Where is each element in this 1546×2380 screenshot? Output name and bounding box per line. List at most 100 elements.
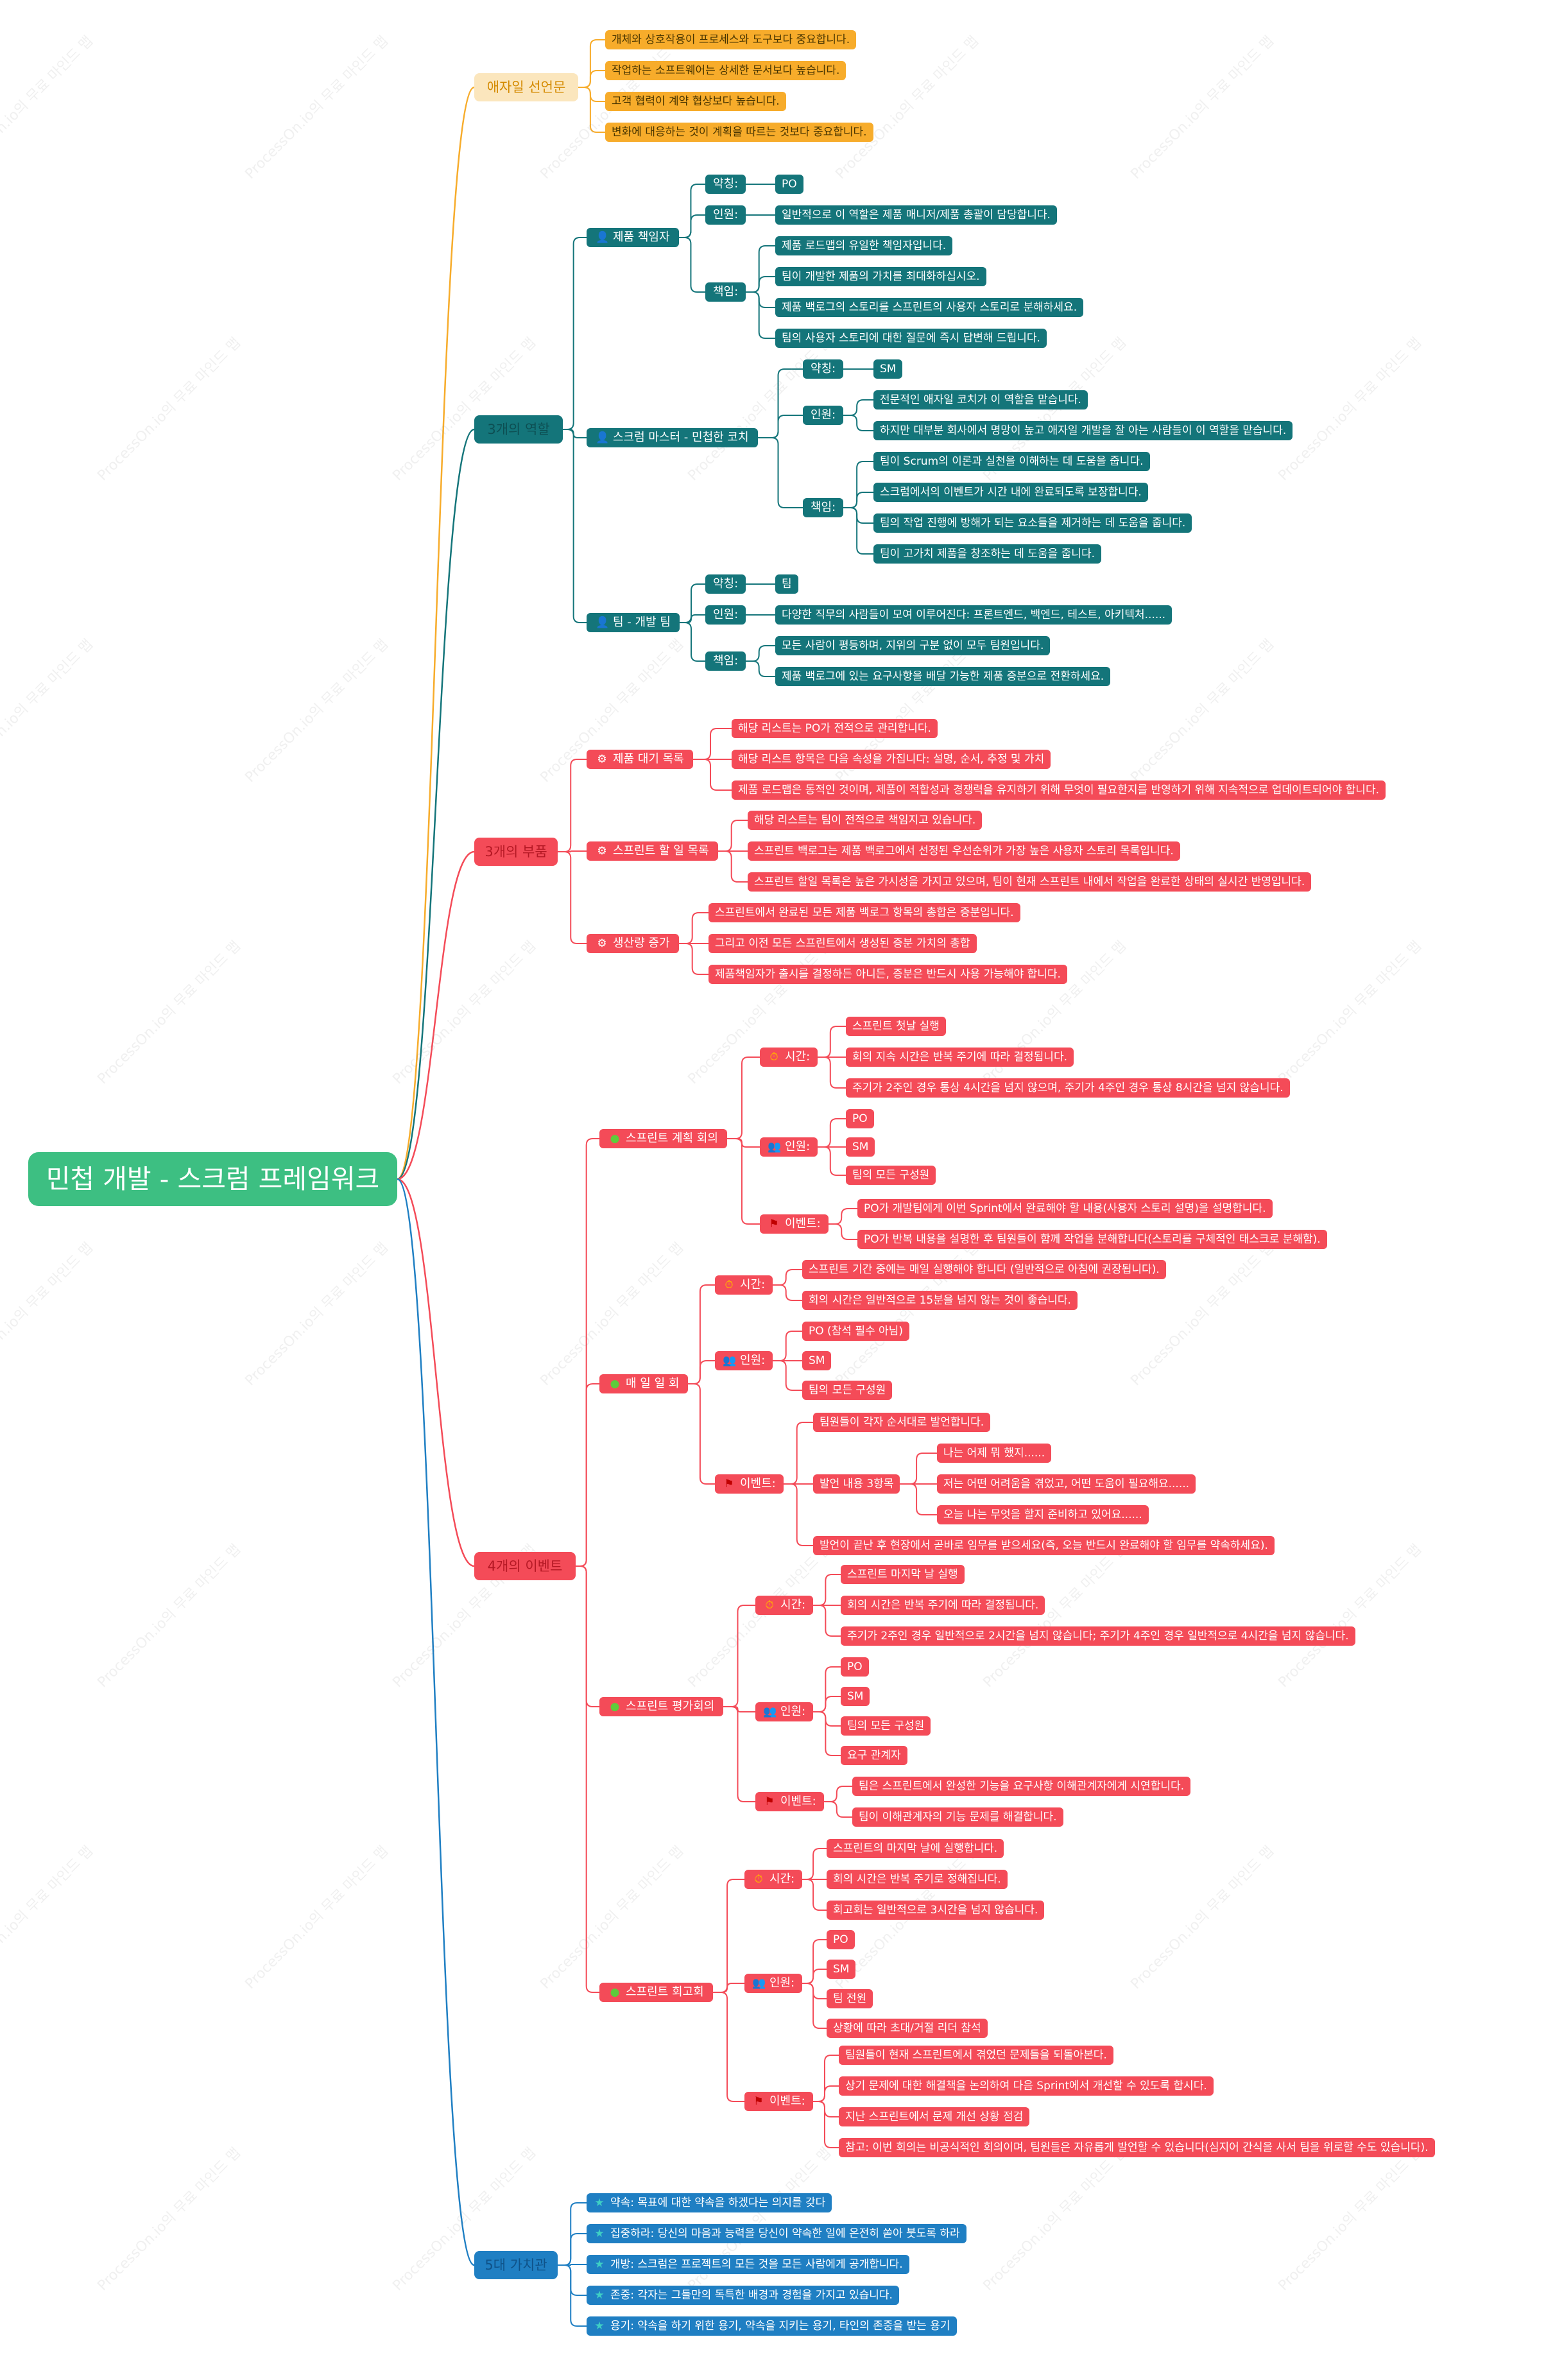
agile-item[interactable]: 고객 협력이 계약 협상보다 높습니다. bbox=[605, 92, 786, 111]
root-topic[interactable]: 민첩 개발 - 스크럼 프레임워크 bbox=[28, 1152, 397, 1206]
retro-people-item[interactable]: 상황에 따라 초대/거절 리더 참석 bbox=[827, 2019, 988, 2038]
retro-event-item[interactable]: 팀원들이 현재 스프린트에서 겪었던 문제들을 되돌아본다. bbox=[839, 2046, 1113, 2065]
artifact-item[interactable]: 스프린트 할일 목록은 높은 가시성을 가지고 있으며, 팀이 현재 스프린트 … bbox=[748, 872, 1312, 892]
po-duty[interactable]: 제품 로드맵의 유일한 책임자입니다. bbox=[775, 236, 953, 255]
review-people-item[interactable]: SM bbox=[841, 1687, 870, 1706]
retro-time-item[interactable]: 스프린트의 마지막 날에 실행합니다. bbox=[827, 1839, 1004, 1858]
star-icon: ★ bbox=[594, 2196, 605, 2209]
planning-event-item[interactable]: PO가 반복 내용을 설명한 후 팀원들이 함께 작업을 분해합니다(스토리를 … bbox=[857, 1230, 1327, 1249]
artifact-item[interactable]: 제품책임자가 출시를 결정하든 아니든, 증분은 반드시 사용 가능해야 합니다… bbox=[709, 965, 1067, 984]
artifact-item[interactable]: 해당 리스트는 PO가 전적으로 관리합니다. bbox=[732, 719, 938, 738]
daily-speech-item[interactable]: 오늘 나는 무엇을 할지 준비하고 있어요...... bbox=[937, 1505, 1149, 1524]
watermark-text: ProcessOn.io의 무료 마인드 맵 bbox=[94, 334, 245, 485]
team-duty[interactable]: 모든 사람이 평등하며, 지위의 구분 없이 모두 팀원입니다. bbox=[775, 636, 1051, 655]
value-item[interactable]: ★ 용기: 약속을 하기 위한 용기, 약속을 지키는 용기, 타인의 존중을 받… bbox=[587, 2316, 957, 2336]
roles-topic[interactable]: 3개의 역할 bbox=[474, 415, 563, 444]
artifact-item[interactable]: 제품 로드맵은 동적인 것이며, 제품이 적합성과 경쟁력을 유지하기 위해 무… bbox=[732, 780, 1386, 800]
retro-time-item[interactable]: 회의 시간은 반복 주기로 정해집니다. bbox=[827, 1870, 1008, 1889]
planning-time-item[interactable]: 스프린트 첫날 실행 bbox=[846, 1017, 946, 1036]
daily-speech-label[interactable]: 발언 내용 3항목 bbox=[813, 1474, 900, 1494]
retro-event-item[interactable]: 상기 문제에 대한 해결책을 논의하여 다음 Sprint에서 개선할 수 있도… bbox=[839, 2076, 1214, 2096]
po-abbr[interactable]: PO bbox=[775, 175, 803, 194]
planning-people-item[interactable]: PO bbox=[846, 1109, 874, 1128]
daily-speech-item[interactable]: 저는 어떤 어려움을 겪었고, 어떤 도움이 필요해요...... bbox=[937, 1474, 1196, 1494]
agile-item[interactable]: 작업하는 소프트웨어는 상세한 문서보다 높습니다. bbox=[605, 61, 846, 80]
connector-line bbox=[693, 728, 732, 760]
agile-item[interactable]: 변화에 대응하는 것이 계획을 따르는 것보다 중요합니다. bbox=[605, 123, 873, 142]
connector-line bbox=[578, 87, 605, 102]
retro-event-item[interactable]: 참고: 이번 회의는 비공식적인 회의이며, 팀원들은 자유롭게 발언할 수 있… bbox=[839, 2138, 1435, 2157]
label-text: 시간: bbox=[769, 1872, 795, 1886]
artifact-item[interactable]: 해당 리스트 항목은 다음 속성을 가집니다: 설명, 순서, 추정 및 가치 bbox=[732, 750, 1051, 769]
sm-duty[interactable]: 팀이 고가치 제품을 창조하는 데 도움을 줍니다. bbox=[873, 544, 1101, 564]
planning-time-item[interactable]: 회의 지속 시간은 반복 주기에 따라 결정됩니다. bbox=[846, 1048, 1074, 1067]
role-title: 스크럼 마스터 - 민첩한 코치 bbox=[613, 431, 749, 444]
daily-time-item[interactable]: 스프린트 기간 중에는 매일 실행해야 합니다 (일반적으로 아침에 권장됩니다… bbox=[802, 1260, 1166, 1279]
daily-event-item[interactable]: 팀원들이 각자 순서대로 발언합니다. bbox=[813, 1413, 991, 1432]
artifact-item[interactable]: 해당 리스트는 팀이 전적으로 책임지고 있습니다. bbox=[748, 811, 983, 830]
team-abbr[interactable]: 팀 bbox=[775, 574, 798, 594]
event-sprint-review[interactable]: ● 스프린트 평가회의 bbox=[599, 1697, 724, 1716]
sm-staff[interactable]: 하지만 대부분 회사에서 명망이 높고 애자일 개발을 잘 아는 사람들이 이 … bbox=[873, 421, 1293, 440]
po-staff[interactable]: 일반적으로 이 역할은 제품 매니저/제품 총괄이 담당합니다. bbox=[775, 205, 1057, 225]
artifact-increment[interactable]: ⚙ 생산량 증가 bbox=[587, 934, 679, 953]
artifact-item[interactable]: 그리고 이전 모든 스프린트에서 생성된 증분 가치의 총합 bbox=[709, 934, 977, 953]
sm-duty[interactable]: 스크럼에서의 이벤트가 시간 내에 완료되도록 보장합니다. bbox=[873, 483, 1148, 502]
agile-manifesto-topic[interactable]: 애자일 선언문 bbox=[474, 73, 578, 101]
event-sprint-planning[interactable]: ● 스프린트 계획 회의 bbox=[599, 1129, 727, 1148]
events-topic[interactable]: 4개의 이벤트 bbox=[474, 1552, 576, 1580]
review-time-item[interactable]: 회의 시간은 반복 주기에 따라 결정됩니다. bbox=[841, 1596, 1045, 1615]
review-time-item[interactable]: 주기가 2주인 경우 일반적으로 2시간을 넘지 않습니다; 주기가 4주인 경… bbox=[841, 1626, 1355, 1646]
role-dev-team[interactable]: 👤 팀 - 개발 팀 bbox=[587, 613, 680, 632]
review-people-item[interactable]: 팀의 모든 구성원 bbox=[841, 1716, 931, 1736]
daily-people-item[interactable]: 팀의 모든 구성원 bbox=[802, 1381, 893, 1400]
review-people-item[interactable]: 요구 관계자 bbox=[841, 1746, 907, 1765]
review-time-item[interactable]: 스프린트 마지막 날 실행 bbox=[841, 1565, 965, 1584]
po-duty[interactable]: 팀의 사용자 스토리에 대한 질문에 즉시 답변해 드립니다. bbox=[775, 329, 1047, 348]
value-item[interactable]: ★ 개방: 스크럼은 프로젝트의 모든 것을 모든 사람에게 공개합니다. bbox=[587, 2255, 909, 2274]
artifact-product-backlog[interactable]: ⚙ 제품 대기 목록 bbox=[587, 750, 693, 769]
role-product-owner[interactable]: 👤 제품 책임자 bbox=[587, 228, 679, 247]
planning-event-item[interactable]: PO가 개발팀에게 이번 Sprint에서 완료해야 할 내용(사용자 스토리 … bbox=[857, 1199, 1273, 1218]
value-text: 용기: 약속을 하기 위한 용기, 약속을 지키는 용기, 타인의 존중을 받는… bbox=[610, 2319, 950, 2333]
po-duty[interactable]: 제품 백로그의 스토리를 스프린트의 사용자 스토리로 분해하세요. bbox=[775, 298, 1084, 317]
value-item[interactable]: ★ 약속: 목표에 대한 약속을 하겠다는 의지를 갖다 bbox=[587, 2193, 832, 2212]
role-scrum-master[interactable]: 👤 스크럼 마스터 - 민첩한 코치 bbox=[587, 428, 758, 447]
planning-people-item[interactable]: SM bbox=[846, 1137, 875, 1157]
team-duty[interactable]: 제품 백로그에 있는 요구사항을 배달 가능한 제품 증분으로 전환하세요. bbox=[775, 667, 1111, 686]
planning-people-item[interactable]: 팀의 모든 구성원 bbox=[846, 1166, 936, 1185]
review-event-item[interactable]: 팀이 이해관계자의 기능 문제를 해결합니다. bbox=[852, 1807, 1063, 1827]
sm-staff[interactable]: 전문적인 애자일 코치가 이 역할을 맡습니다. bbox=[873, 390, 1088, 410]
agile-item[interactable]: 개체와 상호작용이 프로세스와 도구보다 중요합니다. bbox=[605, 30, 857, 49]
values-topic[interactable]: 5대 가치관 bbox=[474, 2251, 558, 2279]
retro-people-item[interactable]: SM bbox=[827, 1960, 856, 1979]
team-staff[interactable]: 다양한 직무의 사람들이 모여 이루어진다: 프론트엔드, 백엔드, 테스트, … bbox=[775, 605, 1172, 625]
daily-speech-item[interactable]: 나는 어제 뭐 했지...... bbox=[937, 1444, 1052, 1463]
connector-line bbox=[680, 622, 705, 662]
artifacts-topic[interactable]: 3개의 부품 bbox=[474, 838, 558, 866]
review-event-item[interactable]: 팀은 스프린트에서 완성한 기능을 요구사항 이해관계자에게 시연합니다. bbox=[852, 1777, 1191, 1796]
watermark-text: ProcessOn.io의 무료 마인드 맵 bbox=[242, 1843, 392, 1993]
po-duty[interactable]: 팀이 개발한 제품의 가치를 최대화하십시오. bbox=[775, 267, 986, 286]
retro-time-item[interactable]: 회고회는 일반적으로 3시간을 넘지 않습니다. bbox=[827, 1901, 1045, 1920]
artifact-item[interactable]: 스프린트 백로그는 제품 백로그에서 선정된 우선순위가 가장 높은 사용자 스… bbox=[748, 841, 1180, 861]
daily-time-item[interactable]: 회의 시간은 일반적으로 15분을 넘지 않는 것이 좋습니다. bbox=[802, 1291, 1078, 1310]
sm-duty[interactable]: 팀이 Scrum의 이론과 실천을 이해하는 데 도움을 줍니다. bbox=[873, 452, 1150, 471]
sm-abbr[interactable]: SM bbox=[873, 359, 903, 379]
daily-people-item[interactable]: PO (참석 필수 아님) bbox=[802, 1322, 909, 1341]
planning-time-item[interactable]: 주기가 2주인 경우 통상 4시간을 넘지 않으며, 주기가 4주인 경우 통상… bbox=[846, 1078, 1290, 1098]
daily-event-item[interactable]: 발언이 끝난 후 현장에서 곧바로 임무를 받으세요(즉, 오늘 반드시 완료해… bbox=[813, 1536, 1275, 1555]
event-sprint-retro[interactable]: ● 스프린트 회고회 bbox=[599, 1983, 713, 2002]
event-daily-scrum[interactable]: ● 매 일 일 회 bbox=[599, 1374, 689, 1393]
review-people-item[interactable]: PO bbox=[841, 1657, 869, 1677]
retro-event-item[interactable]: 지난 스프린트에서 문제 개선 상황 점검 bbox=[839, 2107, 1030, 2126]
artifact-sprint-backlog[interactable]: ⚙ 스프린트 할 일 목록 bbox=[587, 841, 718, 861]
connector-line bbox=[784, 1422, 813, 1485]
daily-people-item[interactable]: SM bbox=[802, 1351, 832, 1370]
retro-people-item[interactable]: PO bbox=[827, 1930, 855, 1949]
value-item[interactable]: ★ 존중: 각자는 그들만의 독특한 배경과 경험을 가지고 있습니다. bbox=[587, 2286, 899, 2305]
value-item[interactable]: ★ 집중하라: 당신의 마음과 능력을 당신이 약속한 일에 온전히 쏟아 붓도록… bbox=[587, 2224, 966, 2243]
sm-duty[interactable]: 팀의 작업 진행에 방해가 되는 요소들을 제거하는 데 도움을 줍니다. bbox=[873, 513, 1192, 533]
artifact-item[interactable]: 스프린트에서 완료된 모든 제품 백로그 항목의 총합은 증분입니다. bbox=[709, 903, 1020, 922]
retro-people-item[interactable]: 팀 전원 bbox=[827, 1989, 873, 2008]
